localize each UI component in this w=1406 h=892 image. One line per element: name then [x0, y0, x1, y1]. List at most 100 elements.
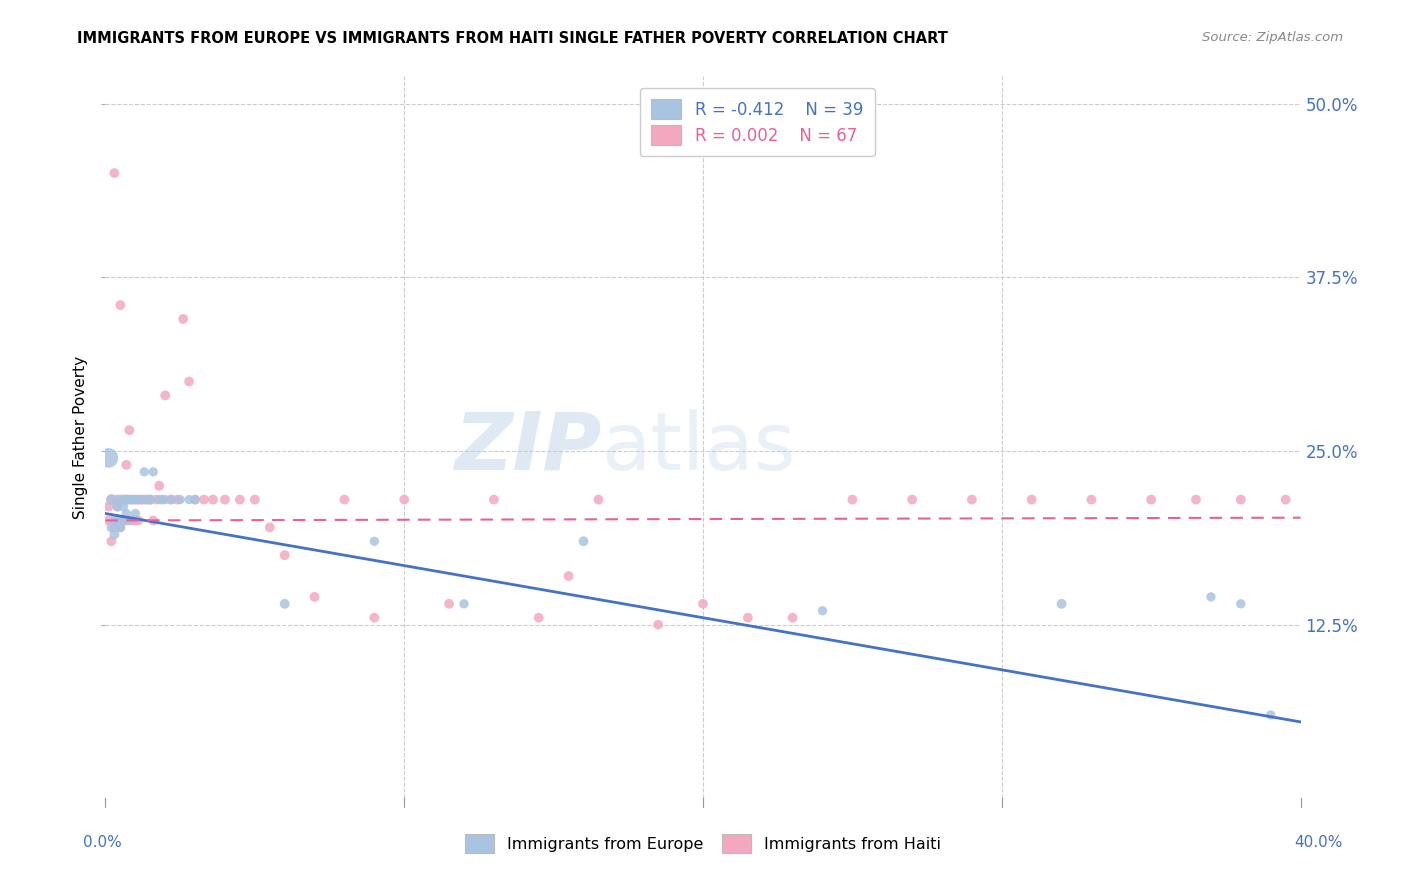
Text: Source: ZipAtlas.com: Source: ZipAtlas.com — [1202, 31, 1343, 45]
Point — [110, 520, 132, 534]
Point — [273, 548, 295, 562]
Point — [107, 513, 129, 527]
Text: 0.0%: 0.0% — [83, 836, 122, 850]
Point — [127, 492, 149, 507]
Point — [134, 465, 156, 479]
Point — [304, 590, 326, 604]
Point — [115, 492, 138, 507]
Point — [103, 166, 125, 180]
Point — [124, 507, 146, 521]
Point — [118, 492, 141, 507]
Point — [363, 534, 385, 549]
Point — [100, 520, 122, 534]
Point — [112, 492, 135, 507]
Point — [901, 492, 924, 507]
Point — [145, 492, 167, 507]
Point — [960, 492, 983, 507]
Point — [112, 500, 135, 514]
Point — [155, 492, 177, 507]
Point — [118, 492, 141, 507]
Point — [100, 492, 122, 507]
Point — [97, 513, 120, 527]
Point — [841, 492, 863, 507]
Point — [177, 375, 201, 389]
Point — [177, 492, 201, 507]
Point — [737, 610, 759, 624]
Point — [124, 492, 146, 507]
Point — [1080, 492, 1102, 507]
Point — [166, 492, 188, 507]
Point — [782, 610, 804, 624]
Point — [527, 610, 550, 624]
Point — [112, 513, 135, 527]
Point — [142, 513, 165, 527]
Point — [1229, 492, 1253, 507]
Point — [1050, 597, 1073, 611]
Point — [107, 500, 129, 514]
Point — [229, 492, 252, 507]
Point — [110, 520, 132, 534]
Point — [273, 597, 295, 611]
Point — [169, 492, 191, 507]
Point — [148, 492, 170, 507]
Point — [148, 479, 170, 493]
Point — [110, 492, 132, 507]
Point — [107, 492, 129, 507]
Point — [103, 527, 125, 541]
Point — [110, 298, 132, 312]
Point — [588, 492, 610, 507]
Point — [107, 513, 129, 527]
Point — [136, 492, 159, 507]
Point — [139, 492, 162, 507]
Point — [1185, 492, 1208, 507]
Point — [124, 492, 146, 507]
Point — [1140, 492, 1163, 507]
Text: 40.0%: 40.0% — [1295, 836, 1343, 850]
Point — [184, 492, 207, 507]
Point — [139, 492, 162, 507]
Y-axis label: Single Father Poverty: Single Father Poverty — [73, 356, 89, 518]
Point — [193, 492, 215, 507]
Point — [115, 507, 138, 521]
Point — [124, 513, 146, 527]
Point — [453, 597, 475, 611]
Point — [1274, 492, 1296, 507]
Point — [118, 423, 141, 437]
Text: atlas: atlas — [602, 409, 796, 487]
Point — [115, 458, 138, 472]
Text: ZIP: ZIP — [454, 409, 602, 487]
Point — [97, 450, 120, 465]
Point — [214, 492, 236, 507]
Point — [127, 513, 149, 527]
Point — [107, 500, 129, 514]
Point — [103, 520, 125, 534]
Point — [184, 492, 207, 507]
Point — [333, 492, 356, 507]
Point — [1021, 492, 1043, 507]
Point — [118, 513, 141, 527]
Point — [103, 513, 125, 527]
Point — [572, 534, 595, 549]
Text: IMMIGRANTS FROM EUROPE VS IMMIGRANTS FROM HAITI SINGLE FATHER POVERTY CORRELATIO: IMMIGRANTS FROM EUROPE VS IMMIGRANTS FRO… — [77, 31, 948, 46]
Point — [129, 492, 153, 507]
Point — [97, 500, 120, 514]
Point — [172, 312, 194, 326]
Point — [115, 492, 138, 507]
Point — [394, 492, 416, 507]
Point — [121, 492, 143, 507]
Legend: Immigrants from Europe, Immigrants from Haiti: Immigrants from Europe, Immigrants from … — [458, 828, 948, 859]
Point — [259, 520, 281, 534]
Point — [100, 534, 122, 549]
Point — [363, 610, 385, 624]
Point — [482, 492, 505, 507]
Point — [155, 388, 177, 402]
Point — [121, 492, 143, 507]
Point — [1260, 708, 1282, 723]
Point — [160, 492, 183, 507]
Point — [1199, 590, 1222, 604]
Point — [142, 465, 165, 479]
Point — [115, 513, 138, 527]
Point — [811, 604, 834, 618]
Point — [134, 492, 156, 507]
Point — [136, 492, 159, 507]
